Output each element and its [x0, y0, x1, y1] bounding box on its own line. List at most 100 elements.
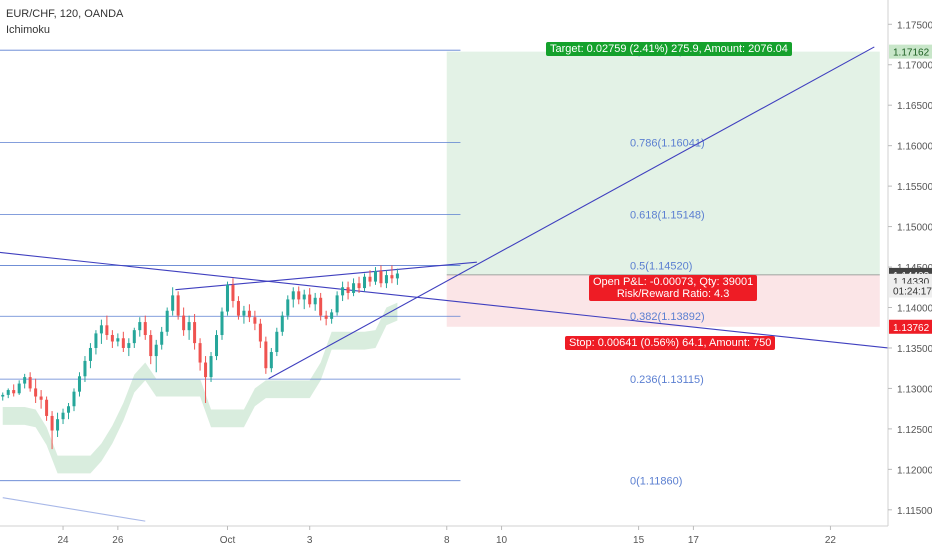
candle-body [88, 347, 92, 361]
time-tick-label: 24 [57, 535, 69, 546]
candle-body [291, 291, 295, 300]
candle-body [132, 330, 136, 344]
candle-body [121, 338, 125, 348]
candle-body [110, 335, 114, 342]
price-tick-label: 1.17000 [897, 61, 932, 72]
candle-body [23, 377, 27, 384]
candle-body [297, 291, 301, 300]
candle-body [220, 311, 224, 336]
price-tick-label: 1.16000 [897, 142, 932, 153]
candle-body [357, 283, 361, 289]
candle-body [61, 412, 65, 420]
stop-badge: Stop: 0.00641 (0.56%) 64.1, Amount: 750 [565, 336, 776, 350]
candle-body [269, 352, 273, 369]
price-marker [889, 319, 932, 334]
candle-body [390, 275, 394, 279]
candle-body [83, 360, 87, 377]
candle-body [105, 325, 109, 336]
price-marker-label: 1.14330 [893, 277, 930, 288]
candle-body [275, 331, 279, 353]
candle-body [346, 287, 350, 293]
fib-level-label: 0.5(1.14520) [630, 260, 692, 272]
price-marker [889, 283, 932, 298]
candle-body [352, 283, 356, 293]
candle-body [280, 315, 284, 332]
candle-body [330, 312, 334, 319]
trend-line [268, 46, 875, 380]
candle-body [302, 294, 306, 300]
candle-body [313, 297, 317, 305]
price-tick-label: 1.16500 [897, 101, 932, 112]
candle-body [160, 331, 164, 345]
candle-body [231, 284, 235, 302]
candle-body [94, 333, 98, 348]
candle-body [116, 338, 120, 342]
symbol-title: EUR/CHF, 120, OANDA [6, 8, 124, 20]
candle-body [34, 388, 38, 397]
price-tick-label: 1.14000 [897, 304, 932, 315]
pnl-badge: Open P&L: -0.00073, Qty: 39001 Risk/Rewa… [589, 275, 758, 301]
candle-body [1, 394, 5, 397]
candle-body [209, 356, 213, 378]
candle-body [368, 276, 372, 282]
candle-body [384, 275, 388, 284]
price-tick-label: 1.17500 [897, 20, 932, 31]
candle-body [165, 310, 169, 332]
risk-reward-label: Risk/Reward Ratio: 4.3 [616, 288, 730, 300]
fib-level-label: 0(1.11860) [630, 476, 682, 488]
time-tick-label: 22 [825, 535, 837, 546]
candle-body [308, 294, 312, 305]
candle-body [335, 295, 339, 313]
price-marker-label: 1.13762 [893, 323, 930, 334]
candle-body [127, 343, 131, 348]
price-tick-label: 1.15000 [897, 223, 932, 234]
candle-body [264, 341, 268, 369]
candle-body [176, 295, 180, 316]
trend-line [2, 497, 146, 522]
candle-body [149, 335, 153, 357]
time-tick-label: 26 [112, 535, 124, 546]
time-tick-label: 15 [633, 535, 645, 546]
price-tick-label: 1.12000 [897, 465, 932, 476]
price-tick-label: 1.11500 [897, 506, 932, 517]
profit-zone [446, 51, 880, 275]
candle-body [193, 322, 197, 344]
candle-body [28, 377, 32, 389]
fib-level-label: 0.618(1.15148) [630, 210, 705, 222]
candle-body [225, 284, 229, 312]
price-marker [889, 44, 932, 59]
candle-body [171, 295, 175, 311]
candle-body [67, 406, 71, 413]
candle-body [56, 419, 60, 431]
trend-line [175, 261, 477, 291]
candle-body [143, 322, 147, 336]
candle-body [99, 325, 103, 334]
price-tick-label: 1.15500 [897, 182, 932, 193]
candle-body [187, 322, 191, 331]
candle-body [247, 310, 251, 318]
price-tick-label: 1.13000 [897, 384, 932, 395]
target-badge: Target: 0.02759 (2.41%) 275.9, Amount: 2… [546, 42, 792, 56]
candle-body [253, 317, 257, 324]
fib-level-label: 0.382(1.13892) [630, 311, 705, 323]
ichimoku-cloud [2, 302, 398, 474]
candle-body [6, 390, 10, 395]
candle-body [379, 271, 383, 284]
candle-body [154, 344, 158, 357]
candle-body [138, 322, 142, 331]
candle-body [373, 271, 377, 282]
candle-body [363, 276, 367, 289]
price-marker-label: 1.17162 [893, 48, 930, 59]
candle-body [395, 273, 399, 279]
fib-level-label: 0.786(1.16041) [630, 137, 705, 149]
candle-body [204, 362, 208, 378]
time-tick-label: 3 [307, 535, 313, 546]
candle-body [198, 343, 202, 363]
price-marker-label: 01:24:17 [893, 287, 932, 298]
candle-body [39, 396, 43, 400]
candle-body [182, 315, 186, 331]
candle-body [319, 297, 323, 316]
candle-body [341, 287, 345, 296]
candle-body [17, 383, 21, 394]
